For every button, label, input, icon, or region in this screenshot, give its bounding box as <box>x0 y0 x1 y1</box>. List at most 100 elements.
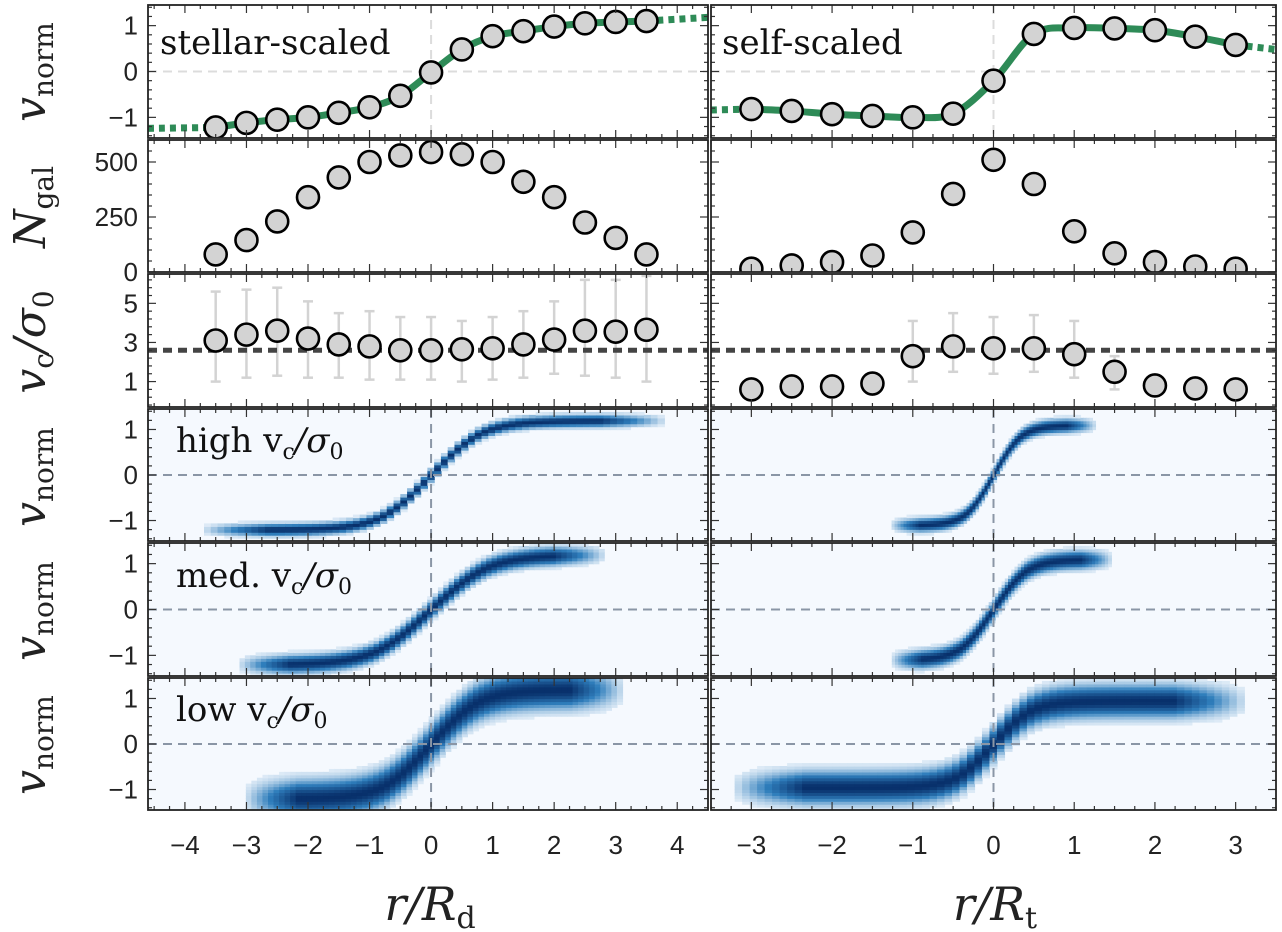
heatmap-cell <box>456 698 463 703</box>
heatmap-cell <box>817 777 826 782</box>
heatmap-cell <box>1043 551 1048 556</box>
heatmap-cell <box>434 763 441 767</box>
heatmap-cell <box>268 789 275 793</box>
data-point <box>603 225 628 251</box>
heatmap-cell <box>282 652 289 656</box>
heatmap-cell <box>475 569 482 574</box>
heatmap-cell <box>323 771 330 776</box>
heatmap-cell <box>439 742 446 747</box>
heatmap-cell <box>550 698 557 703</box>
heatmap-cell <box>357 667 364 671</box>
heatmap-cell <box>325 667 332 671</box>
heatmap-cell <box>277 670 284 674</box>
heatmap-cell <box>421 602 428 606</box>
heatmap-cell <box>340 771 347 776</box>
heatmap-cell <box>589 701 596 705</box>
heatmap-cell <box>884 774 893 779</box>
heatmap-cell <box>922 798 931 802</box>
heatmap-cell <box>1062 551 1067 556</box>
heatmap-cell <box>1040 569 1045 574</box>
heatmap-cell <box>528 698 535 703</box>
heatmap-cell <box>345 771 352 776</box>
heatmap-cell <box>951 526 956 530</box>
heatmap-cell <box>244 664 251 668</box>
heatmap-cell <box>749 780 758 785</box>
heatmap-cell <box>988 602 993 606</box>
heatmap-cell <box>1049 701 1058 705</box>
heatmap-cell <box>757 768 766 773</box>
heatmap-cell <box>877 795 886 799</box>
heatmap-cell <box>1008 575 1012 580</box>
heatmap-cell <box>533 701 540 705</box>
heatmap-cell <box>534 566 541 571</box>
heatmap-cell <box>1043 554 1048 559</box>
heatmap-cell <box>550 548 557 553</box>
heatmap-cell <box>901 664 906 668</box>
heatmap-cell <box>268 774 275 779</box>
heatmap-cell <box>266 652 273 656</box>
heatmap-cell <box>637 420 645 425</box>
heatmap-cell <box>1035 420 1040 425</box>
heatmap-cell <box>1053 426 1058 431</box>
heatmap-cell <box>287 649 294 653</box>
heatmap-cell <box>290 771 297 776</box>
data-point <box>981 68 1006 93</box>
heatmap-cell <box>518 569 525 574</box>
heatmap-cell <box>332 520 340 524</box>
heatmap-cell <box>906 523 911 527</box>
heatmap-cell <box>1056 698 1066 703</box>
heatmap-cell <box>963 517 968 522</box>
heatmap-cell <box>464 581 471 585</box>
data-point <box>388 337 413 363</box>
heatmap-cell <box>937 646 941 650</box>
heatmap-cell <box>1072 551 1077 556</box>
heatmap-cell <box>357 661 364 665</box>
heatmap-cell <box>959 789 968 793</box>
heatmap-cell <box>1026 704 1036 708</box>
heatmap-cell <box>1008 455 1013 460</box>
heatmap-cell <box>945 511 950 516</box>
heatmap-cell <box>239 667 246 671</box>
heatmap-cell <box>292 535 300 539</box>
heatmap-cell <box>298 661 305 665</box>
heatmap-cell <box>966 517 971 522</box>
heatmap-cell <box>522 680 529 685</box>
heatmap-cell <box>907 766 916 770</box>
heatmap-cell <box>1064 722 1073 726</box>
heatmap-cell <box>467 689 474 694</box>
heatmap-cell <box>467 686 474 691</box>
heatmap-cell <box>809 801 818 805</box>
heatmap-cell <box>561 551 568 556</box>
heatmap-cell <box>405 631 412 636</box>
heatmap-cell <box>378 768 385 773</box>
heatmap-cell <box>1040 563 1045 568</box>
heatmap-cell <box>454 447 462 451</box>
heatmap-cell <box>260 670 267 674</box>
heatmap-cell <box>345 795 352 799</box>
heatmap-cell <box>1053 548 1058 553</box>
heatmap-cell <box>914 804 923 808</box>
heatmap-cell <box>357 664 364 668</box>
heatmap-cell <box>583 713 590 717</box>
heatmap-cell <box>764 789 773 793</box>
heatmap-cell <box>279 789 286 793</box>
heatmap-cell <box>981 736 991 741</box>
data-point <box>572 318 598 344</box>
heatmap-cell <box>406 757 413 761</box>
heatmap-cell <box>395 625 401 630</box>
heatmap-cell <box>467 701 474 705</box>
heatmap-cell <box>794 783 803 788</box>
heatmap-cell <box>1064 719 1073 723</box>
heatmap-cell <box>345 789 352 793</box>
heatmap-cell <box>517 716 524 720</box>
heatmap-cell <box>742 786 751 791</box>
heatmap-cell <box>832 786 841 791</box>
heatmap-cell <box>772 768 781 773</box>
heatmap-cell <box>981 766 991 770</box>
heatmap-cell <box>1029 438 1034 442</box>
heatmap-cell <box>284 804 291 808</box>
heatmap-cell <box>395 640 401 645</box>
heatmap-cell <box>1030 566 1035 571</box>
heatmap-cell <box>495 704 502 708</box>
panel-row6-right: −3 −2 −1 0 1 2 3 <box>710 677 1277 860</box>
